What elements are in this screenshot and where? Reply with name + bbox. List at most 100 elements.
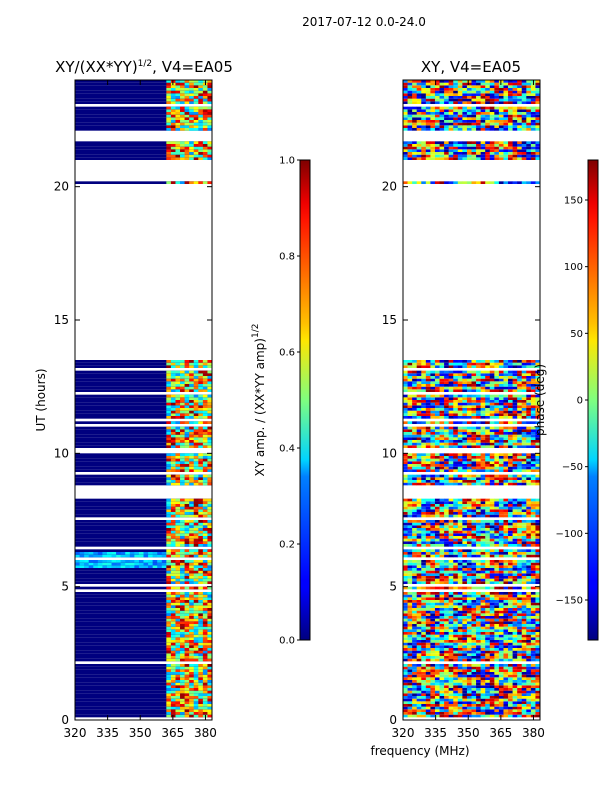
- amplitude-cell: [166, 442, 172, 446]
- amplitude-cell: [175, 410, 181, 414]
- amplitude-cell: [189, 101, 195, 104]
- phase-cell: [512, 597, 518, 600]
- amplitude-cell: [170, 648, 176, 651]
- phase-cell: [444, 616, 449, 619]
- amplitude-cell: [175, 464, 181, 467]
- phase-cell: [485, 440, 491, 443]
- phase-cell: [466, 482, 472, 486]
- phase-cell: [512, 562, 518, 566]
- phase-cell: [416, 498, 422, 502]
- amplitude-cell: [180, 437, 185, 440]
- amplitude-cell: [175, 82, 181, 86]
- phase-cell: [485, 602, 491, 606]
- phase-cell: [476, 586, 481, 590]
- amplitude-row: [75, 149, 212, 152]
- phase-cell: [448, 413, 454, 416]
- amplitude-cell: [198, 629, 204, 632]
- phase-cell: [489, 506, 495, 510]
- phase-cell: [485, 640, 491, 643]
- phase-cell: [471, 653, 477, 656]
- phase-cell: [512, 381, 518, 384]
- phase-cell: [407, 645, 413, 648]
- phase-cell: [462, 461, 468, 464]
- amplitude-cell: [198, 122, 204, 126]
- phase-cell: [421, 554, 427, 558]
- phase-cell: [530, 629, 536, 632]
- phase-cell: [403, 568, 408, 571]
- phase-cell: [480, 397, 486, 400]
- amplitude-cell: [170, 677, 176, 680]
- phase-cell: [471, 618, 477, 622]
- phase-cell: [412, 514, 417, 518]
- phase-cell: [421, 544, 427, 547]
- phase-cell: [480, 664, 486, 667]
- amplitude-cell: [189, 120, 195, 123]
- phase-cell: [526, 440, 532, 443]
- phase-cell: [512, 626, 518, 630]
- phase-cell: [526, 573, 532, 576]
- amplitude-cell: [175, 93, 181, 96]
- amplitude-cell: [175, 696, 181, 699]
- phase-cell: [416, 656, 422, 659]
- amplitude-cell: [184, 434, 190, 438]
- phase-cell: [457, 640, 463, 643]
- amplitude-cell: [120, 552, 126, 555]
- phase-cell: [466, 413, 472, 416]
- phase-cell: [535, 461, 540, 464]
- amplitude-cell: [189, 128, 195, 131]
- phase-cell: [457, 629, 463, 632]
- amplitude-cell: [189, 181, 195, 184]
- phase-cell: [425, 501, 431, 504]
- phase-cell: [416, 621, 422, 624]
- phase-cell: [403, 522, 408, 526]
- phase-cell: [407, 552, 413, 555]
- amplitude-cell: [207, 637, 212, 640]
- phase-cell: [457, 512, 463, 515]
- amplitude-row: [75, 384, 212, 387]
- amplitude-cell: [170, 594, 176, 598]
- amplitude-cell: [198, 512, 204, 515]
- amplitude-cell: [84, 562, 89, 566]
- phase-cell: [407, 389, 413, 392]
- amplitude-cell: [106, 565, 112, 568]
- phase-cell: [453, 386, 459, 390]
- phase-cell: [453, 405, 459, 408]
- amplitude-row: [75, 120, 212, 123]
- phase-cell: [434, 506, 440, 510]
- phase-cell: [480, 413, 486, 416]
- amplitude-cell: [184, 576, 190, 579]
- phase-cell: [480, 677, 486, 680]
- phase-cell: [480, 565, 486, 568]
- phase-cell: [489, 552, 495, 555]
- phase-cell: [508, 634, 513, 638]
- phase-cell: [508, 405, 513, 408]
- phase-cell: [439, 536, 445, 539]
- phase-cell: [471, 549, 477, 552]
- amplitude-cell: [180, 498, 185, 502]
- amplitude-cell: [180, 90, 185, 94]
- phase-cell: [517, 573, 523, 576]
- amplitude-cell: [184, 440, 190, 443]
- phase-cell: [416, 594, 422, 598]
- phase-cell: [462, 442, 468, 446]
- phase-cell: [457, 594, 463, 598]
- phase-cell: [485, 629, 491, 632]
- phase-cell: [439, 440, 445, 443]
- amplitude-cell: [166, 597, 172, 600]
- amplitude-cell: [175, 605, 181, 608]
- phase-cell: [434, 685, 440, 688]
- phase-cell: [448, 522, 454, 526]
- phase-cell: [439, 525, 445, 528]
- phase-cell: [430, 530, 436, 534]
- phase-cell: [448, 552, 454, 555]
- amplitude-cell: [175, 618, 181, 622]
- phase-cell: [416, 645, 422, 648]
- phase-cell: [425, 477, 431, 480]
- amplitude-cell: [189, 634, 195, 638]
- phase-cell: [535, 482, 540, 486]
- phase-cell: [421, 704, 427, 707]
- amplitude-cell: [184, 581, 190, 584]
- phase-cell: [448, 410, 454, 414]
- amplitude-cell: [166, 541, 172, 544]
- phase-cell: [503, 608, 509, 611]
